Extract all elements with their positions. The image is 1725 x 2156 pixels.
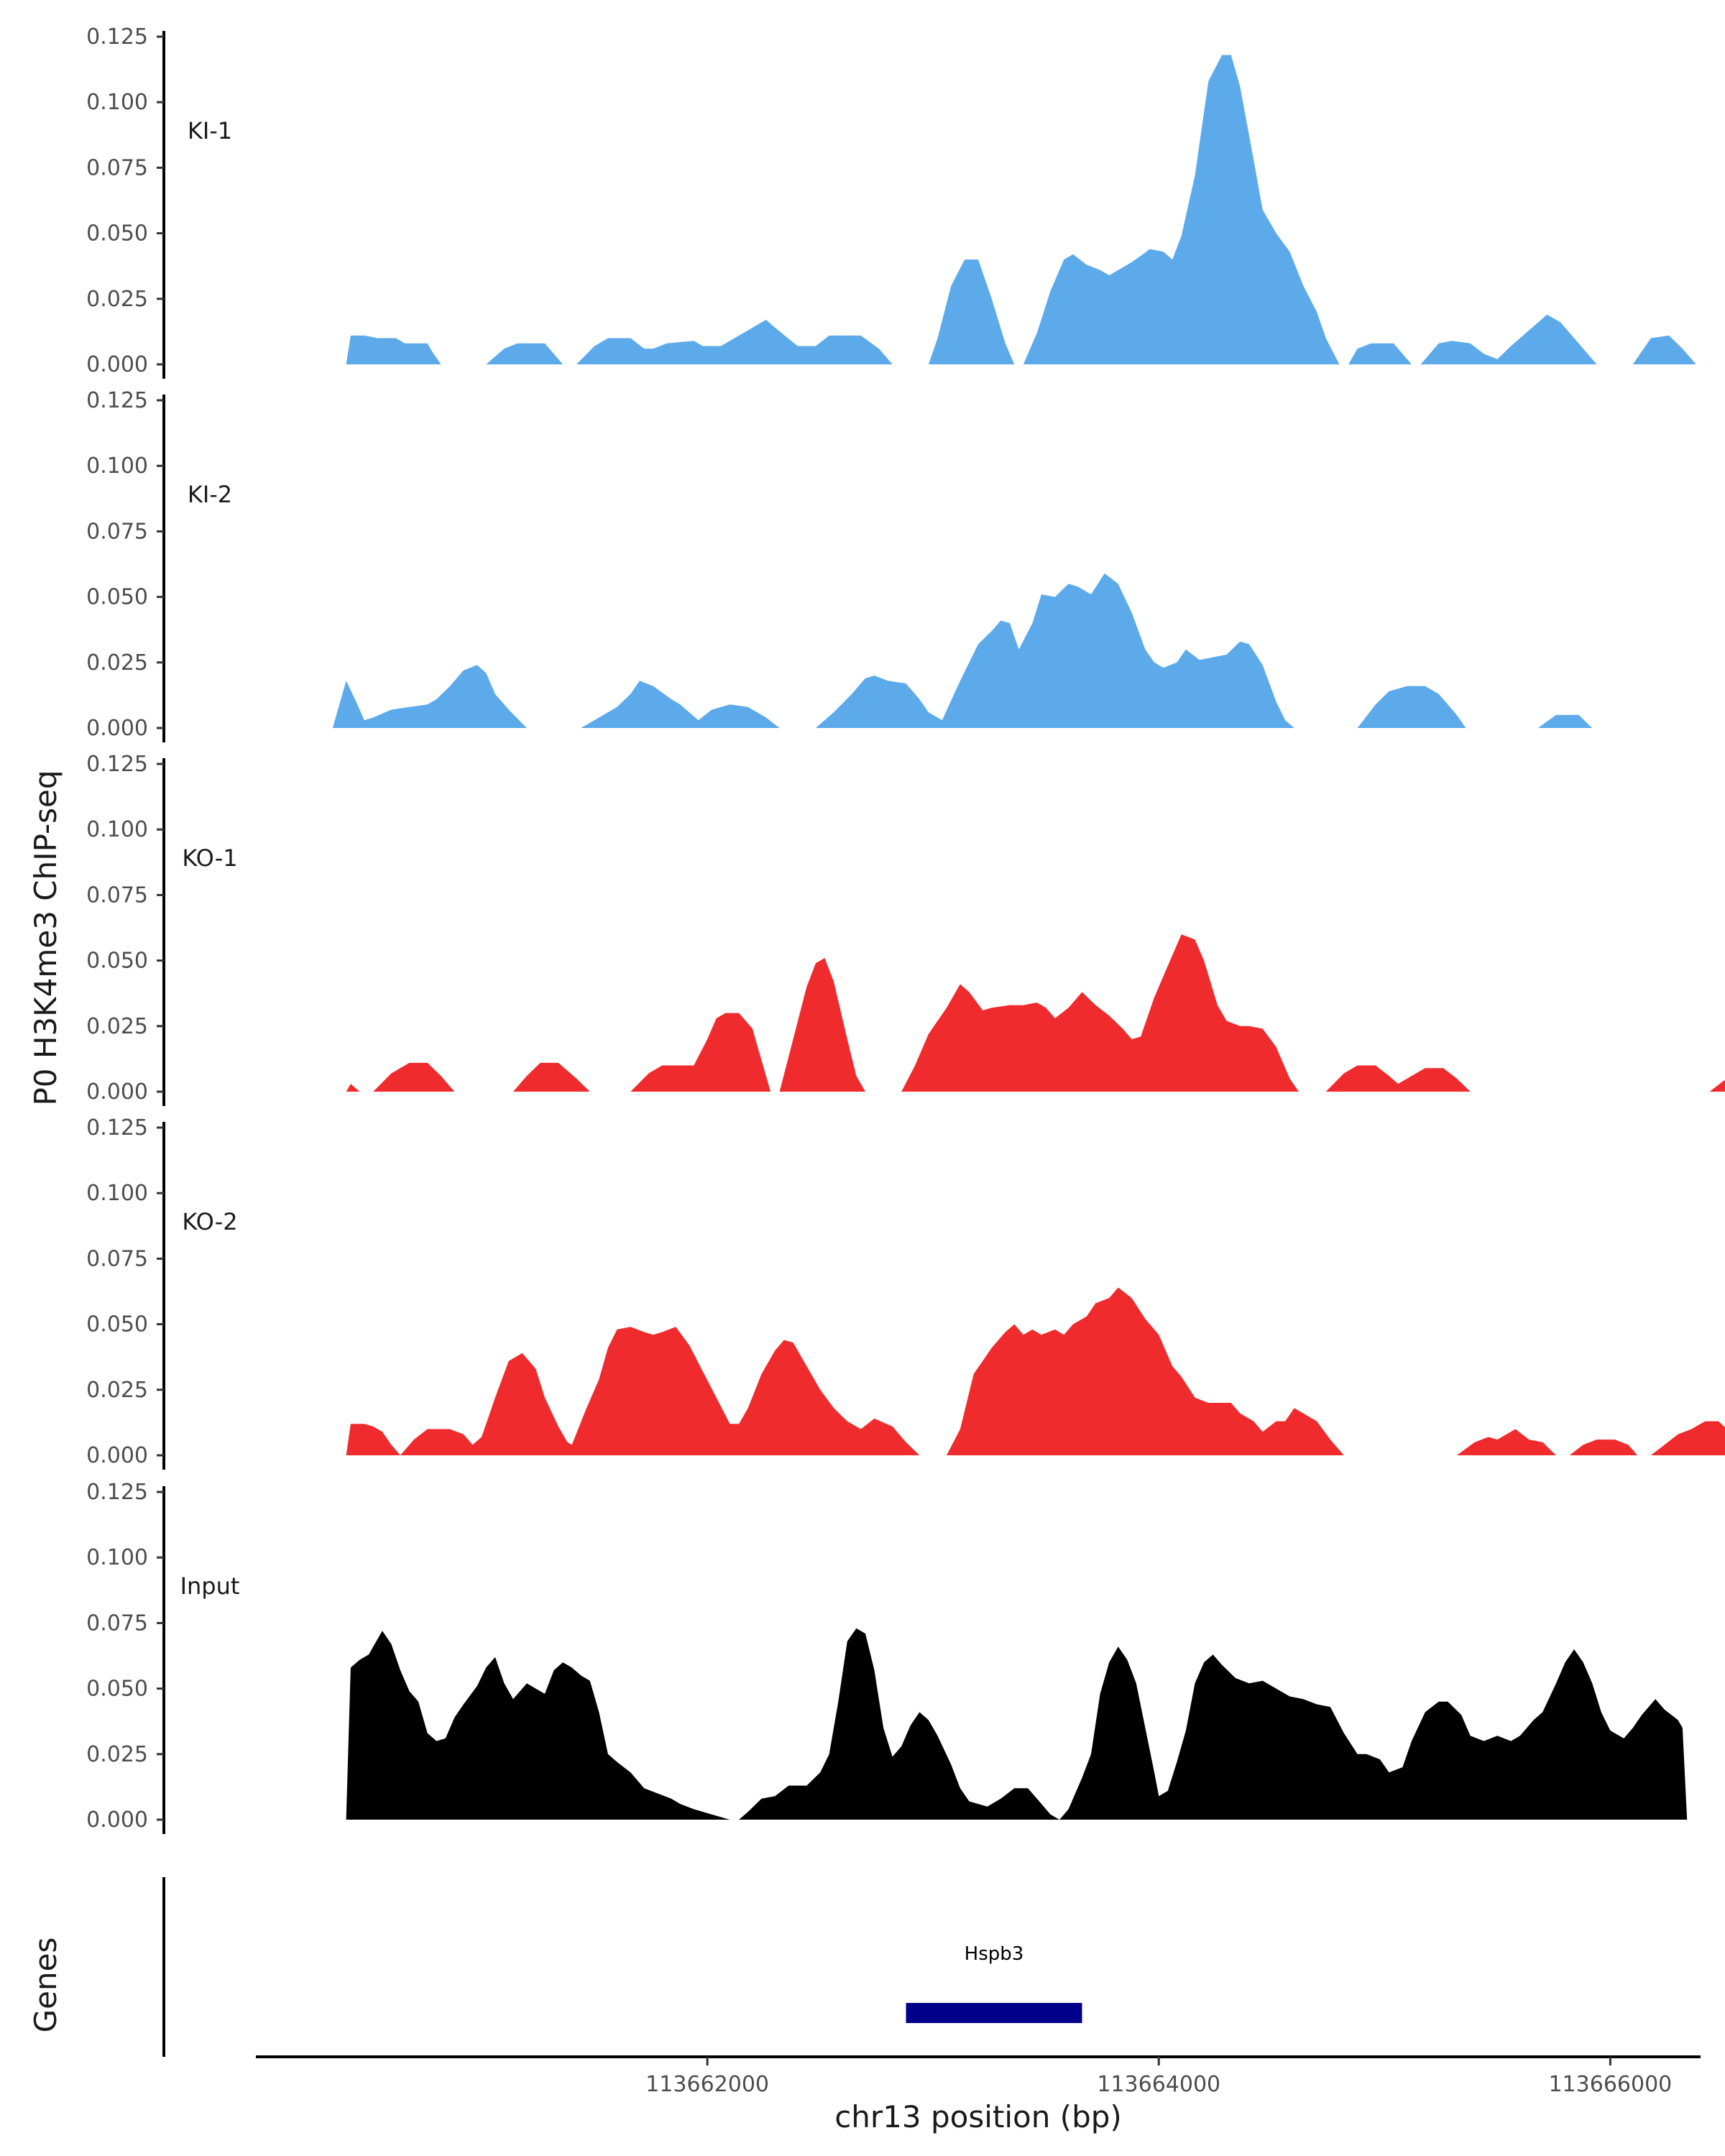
gene-body-hspb3 [906, 2003, 1082, 2023]
coverage-tracks: 0.0000.0250.0500.0750.1000.125KI-10.0000… [86, 24, 1725, 1834]
y-tick-label: 0.075 [86, 519, 148, 544]
gene-label: Hspb3 [965, 1943, 1024, 1965]
y-tick-label: 0.000 [86, 352, 148, 377]
track-label: KI-1 [188, 117, 232, 144]
y-tick-label: 0.050 [86, 585, 148, 610]
y-tick-label: 0.050 [86, 221, 148, 247]
track-input: 0.000 0.025 0.050 0.075 0.100 0.125 Input [86, 1480, 1688, 1834]
y-tick-label: 0.000 [86, 1443, 148, 1468]
track-label: KI-2 [188, 481, 232, 508]
y-tick-label: 0.100 [86, 1181, 148, 1206]
y-tick-label: 0.000 [86, 1079, 148, 1105]
y-tick-label: 0.025 [86, 1742, 148, 1767]
track-ki-2: 0.000 0.025 0.050 0.075 0.100 0.125 KI-2 [86, 388, 1593, 742]
y-tick-label: 0.050 [86, 949, 148, 974]
y-tick-label: 0.100 [86, 90, 148, 115]
y-tick-label: 0.025 [86, 650, 148, 676]
y-tick-label: 0.050 [86, 1677, 148, 1702]
y-tick-label: 0.025 [86, 287, 148, 312]
y-tick-label: 0.100 [86, 1545, 148, 1570]
y-tick-label: 0.000 [86, 716, 148, 741]
x-ticks: 113662000 113664000 113666000 [645, 2057, 1672, 2097]
y-tick-label: 0.125 [86, 1115, 148, 1141]
gene-panel-title: Genes [28, 1938, 63, 2033]
track-ki-1: 0.000 0.025 0.050 0.075 0.100 0.125 KI-1 [86, 24, 1725, 379]
y-tick-label: 0.000 [86, 1807, 148, 1833]
y-tick-label: 0.100 [86, 453, 148, 479]
y-tick-label: 0.025 [86, 1014, 148, 1039]
x-axis-title: chr13 position (bp) [834, 2099, 1122, 2134]
y-tick-label: 0.075 [86, 155, 148, 180]
track-label: Input [180, 1572, 240, 1600]
y-tick-label: 0.025 [86, 1378, 148, 1403]
y-axis-title: P0 H3K4me3 ChIP-seq [28, 770, 63, 1105]
y-tick-label: 0.125 [86, 24, 148, 50]
coverage-area-input [346, 1628, 1688, 1820]
x-axis: 113662000 113664000 113666000 chr13 positi… [256, 2055, 1701, 2134]
y-tick-label: 0.050 [86, 1312, 148, 1337]
x-tick-label: 113662000 [645, 2072, 769, 2097]
track-label: KO-1 [182, 844, 237, 872]
y-tick-label: 0.100 [86, 817, 148, 842]
gene-panel: Genes Hspb3 [28, 1877, 1082, 2057]
y-tick-label: 0.125 [86, 752, 148, 777]
x-tick-label: 113664000 [1097, 2072, 1220, 2097]
gene-items: Hspb3 [906, 1943, 1082, 2023]
coverage-area-ki-2 [332, 573, 1593, 728]
track-ko-1: 0.000 0.025 0.050 0.075 0.100 0.125 KO-1 [86, 752, 1725, 1106]
coverage-area-ko-2 [346, 1287, 1725, 1455]
y-tick-label: 0.075 [86, 1611, 148, 1636]
y-tick-label: 0.125 [86, 1480, 148, 1505]
y-tick-label: 0.075 [86, 1246, 148, 1271]
y-tick-label: 0.075 [86, 883, 148, 908]
coverage-area-ko-1 [346, 934, 1725, 1092]
y-tick-label: 0.125 [86, 388, 148, 413]
track-label: KO-2 [182, 1208, 237, 1235]
track-ko-2: 0.000 0.025 0.050 0.075 0.100 0.125 KO-2 [86, 1115, 1725, 1470]
coverage-area-ki-1 [346, 55, 1725, 364]
x-tick-label: 113666000 [1548, 2072, 1672, 2097]
